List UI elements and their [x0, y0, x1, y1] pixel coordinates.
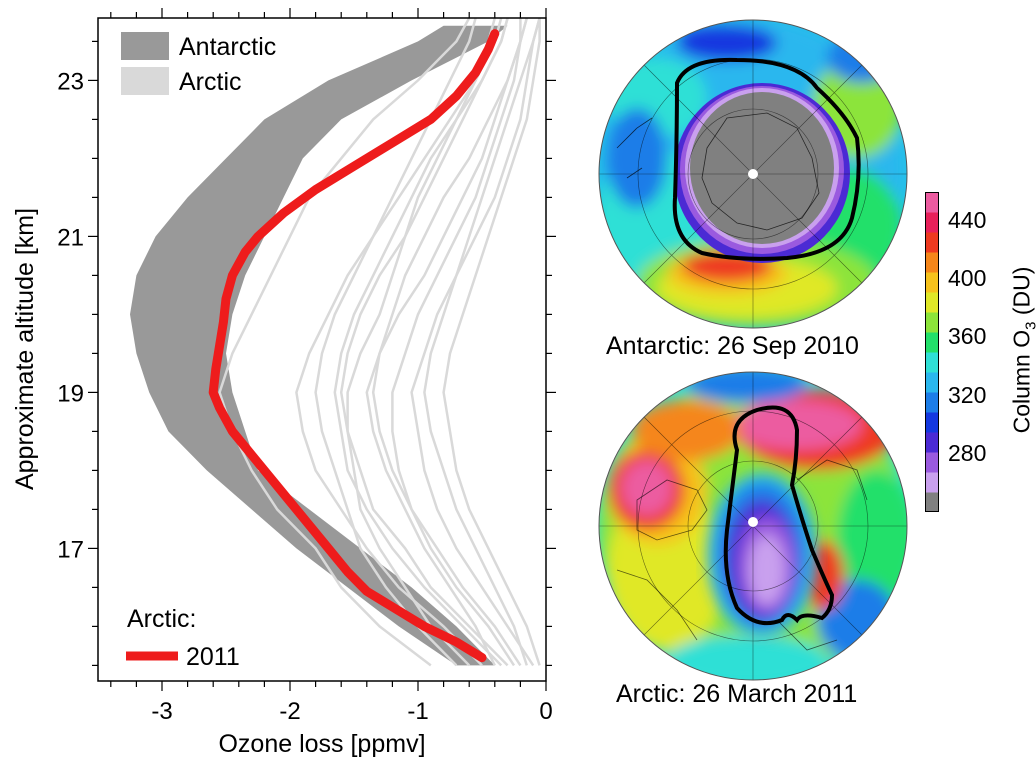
arctic-line-2	[339, 18, 509, 667]
y-axis-label: Approximate altitude [km]	[11, 208, 39, 490]
colorbar-title-tail: (DU)	[1008, 266, 1035, 322]
column-ozone-colorbar	[925, 192, 939, 512]
chart-marks	[130, 18, 541, 667]
x-tick-label: -3	[151, 698, 172, 725]
legend-swatch-antarctic	[121, 32, 169, 60]
colorbar-band	[925, 312, 939, 333]
colorbar-frame	[925, 192, 939, 512]
colorbar-tick-label: 360	[948, 323, 987, 350]
arctic-line-11	[333, 18, 509, 667]
x-axis-label: Ozone loss [ppmv]	[218, 730, 425, 758]
colorbar-band	[925, 472, 939, 493]
legend-title-arctic: Arctic:	[127, 605, 196, 633]
colorbar-tick-label: 440	[948, 207, 987, 234]
colorbar-tick-label: 400	[948, 265, 987, 292]
legend-swatch-arctic	[121, 67, 169, 95]
y-tick-label: 21	[57, 224, 84, 251]
y-tick-label: 19	[57, 380, 84, 407]
legend: Antarctic Arctic Arctic: 2011	[121, 32, 276, 671]
y-tick-label: 17	[57, 536, 84, 563]
arctic-line-7	[365, 18, 522, 666]
x-tick-label: -1	[407, 698, 428, 725]
arctic-line-12	[442, 18, 541, 666]
colorbar-band	[925, 292, 939, 313]
arctic-ozone-map	[598, 371, 908, 681]
colorbar-band	[925, 412, 939, 433]
antarctic-ozone-map	[598, 19, 908, 329]
y-tick-label: 23	[57, 68, 84, 95]
colorbar-band	[925, 492, 939, 512]
colorbar-band	[925, 372, 939, 393]
colorbar-tick-label: 280	[948, 439, 987, 466]
colorbar-title-subscript: 3	[1022, 322, 1036, 330]
antarctic-band	[130, 25, 508, 666]
axes: -3 -2 -1 0 17 19 21 23	[57, 8, 556, 725]
colorbar-title: Column O3 (DU)	[1009, 267, 1036, 434]
antarctic-map-caption: Antarctic: 26 Sep 2010	[606, 332, 859, 360]
colorbar-band	[925, 192, 939, 213]
arctic-line-10	[391, 18, 529, 667]
colorbar-band	[925, 392, 939, 413]
colorbar-band	[925, 232, 939, 253]
x-tick-label: -2	[279, 698, 300, 725]
legend-label-antarctic: Antarctic	[179, 33, 276, 61]
arctic-line-1	[218, 18, 471, 667]
colorbar-band	[925, 452, 939, 473]
arctic-line-3	[371, 18, 529, 667]
arctic-2011-line	[208, 29, 500, 663]
legend-label-2011: 2011	[186, 643, 240, 671]
colorbar-band	[925, 252, 939, 273]
colorbar-tick-label: 320	[948, 381, 987, 408]
plot-frame	[97, 17, 547, 682]
ozone-loss-chart: -3 -2 -1 0 17 19 21 23 Antarctic Arctic Arctic: 20…	[11, 8, 556, 758]
colorbar-band	[925, 432, 939, 453]
colorbar-band	[925, 212, 939, 233]
arctic-line-8	[423, 18, 541, 666]
x-tick-label: 0	[539, 698, 552, 725]
colorbar-title-main: Column O	[1008, 329, 1035, 434]
arctic-line-5	[410, 18, 541, 667]
legend-label-arctic: Arctic	[179, 68, 242, 96]
colorbar-band	[925, 332, 939, 353]
arctic-map-caption: Arctic: 26 March 2011	[616, 680, 858, 708]
colorbar-band	[925, 352, 939, 373]
arctic-line-4	[295, 18, 503, 667]
colorbar-band	[925, 272, 939, 293]
